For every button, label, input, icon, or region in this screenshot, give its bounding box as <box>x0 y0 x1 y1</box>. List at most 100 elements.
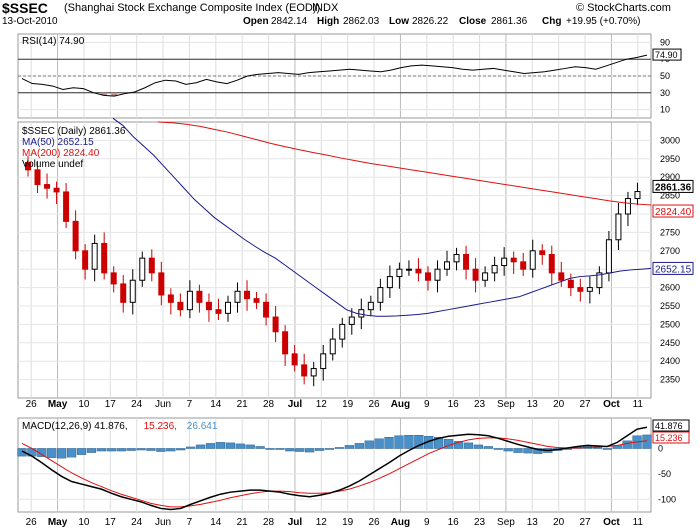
macd-histogram-bar <box>17 448 27 457</box>
macd-histogram-bar <box>37 448 47 457</box>
candle-body <box>82 250 89 270</box>
x-axis-tick-label: 19 <box>342 399 354 410</box>
candle-body <box>148 257 155 274</box>
macd-histogram-bar <box>414 435 424 449</box>
macd-x-axis-tick-label: 26 <box>369 517 381 528</box>
macd-value-tag <box>652 419 690 432</box>
macd-histogram-bar <box>523 448 533 454</box>
signal-value-tag-label: 15.236 <box>655 433 683 443</box>
rsi-value-tag-label: 74.90 <box>655 50 678 60</box>
candle-body <box>320 353 327 370</box>
candle-body <box>482 272 489 281</box>
macd-x-axis-tick-label: Jun <box>155 517 171 528</box>
macd-histogram-bar <box>493 448 503 450</box>
macd-x-axis-tick-label: Sep <box>497 517 515 528</box>
chart-header: $SSEC (Shanghai Stock Exchange Composite… <box>0 0 700 30</box>
macd-histogram-bar <box>86 448 97 453</box>
macd-histogram-bar <box>642 434 652 449</box>
candle-body <box>186 290 193 311</box>
quote-low-value: 2826.22 <box>412 16 449 27</box>
price-ytick-label: 2450 <box>660 338 680 348</box>
quote-date: 13-Oct-2010 <box>2 16 58 27</box>
macd-histogram-bar <box>245 444 255 449</box>
candle-body <box>234 290 241 303</box>
x-axis-tick-label: Jun <box>155 399 171 410</box>
macd-histogram-bar <box>334 447 345 449</box>
macd-x-axis-tick-label: 16 <box>448 517 460 528</box>
price-legend-item: Volume undef <box>22 159 83 170</box>
macd-x-axis-tick-label: 24 <box>131 517 143 528</box>
signal-value-tag <box>652 431 690 444</box>
x-axis-tick-label: 10 <box>78 399 90 410</box>
macd-histogram-bar <box>47 448 57 458</box>
price-ytick-label: 2850 <box>660 191 680 201</box>
macd-x-axis-tick-label: 10 <box>78 517 90 528</box>
macd-value-tag-label: 41.876 <box>655 421 683 431</box>
x-axis-tick-label: Jul <box>288 399 303 410</box>
price-legend-item: MA(50) 2652.15 <box>22 137 94 148</box>
macd-legend-item: MACD(12,26,9) 41.876, <box>22 421 128 432</box>
symbol-title: $SSEC <box>2 0 48 16</box>
macd-histogram-bar <box>344 445 355 449</box>
candle-body <box>120 283 127 303</box>
x-axis-tick-label: 23 <box>474 399 486 410</box>
candle-body <box>244 290 251 300</box>
macd-x-axis-tick-label: 17 <box>105 517 117 528</box>
macd-x-axis-tick-label: 14 <box>210 517 222 528</box>
macd-histogram-bar <box>305 448 315 453</box>
macd-histogram-bar <box>622 440 632 449</box>
macd-histogram-bar <box>265 448 275 450</box>
macd-histogram-bar <box>195 444 206 449</box>
macd-histogram-bar <box>76 448 87 455</box>
x-axis-tick-label: 13 <box>527 399 539 410</box>
candle-body <box>282 331 289 355</box>
macd-x-axis-tick-label: 12 <box>316 517 328 528</box>
macd-histogram-bar <box>106 448 116 452</box>
macd-x-axis-tick-label: 26 <box>26 517 38 528</box>
macd-ytick-label: -100 <box>658 494 676 504</box>
macd-histogram-bar <box>314 448 325 451</box>
candle-body <box>577 287 584 292</box>
rsi-ytick-label: 10 <box>660 105 670 115</box>
x-axis-tick-label: 17 <box>105 399 117 410</box>
macd-x-axis-tick-label: Aug <box>391 517 410 528</box>
candle-body <box>377 287 384 303</box>
price-ytick-label: 2750 <box>660 227 680 237</box>
macd-histogram-bar <box>186 446 196 449</box>
x-axis-tick-label: 12 <box>316 399 328 410</box>
candle-body <box>215 309 222 314</box>
quote-high-label: High <box>317 16 340 27</box>
ma200-line <box>157 121 652 206</box>
candle-body <box>548 253 555 274</box>
macd-histogram-bar <box>324 448 335 450</box>
rsi-series-line <box>21 54 648 97</box>
candle-body <box>129 279 136 303</box>
candle-body <box>358 309 365 318</box>
price-ytick-label: 3000 <box>660 135 680 145</box>
candle-body <box>529 250 536 270</box>
candle-body <box>44 184 51 189</box>
macd-histogram-bar <box>215 442 226 449</box>
price-tag <box>652 261 694 275</box>
macd-x-axis-tick-label: 19 <box>342 517 354 528</box>
x-axis-tick-label: Oct <box>603 399 620 410</box>
macd-histogram-bar <box>354 443 364 449</box>
candle-body <box>491 265 498 274</box>
x-axis-tick-label: 21 <box>237 399 249 410</box>
candle-body <box>434 268 441 281</box>
macd-x-axis-tick-label: 21 <box>237 517 249 528</box>
x-axis-tick-label: Sep <box>497 399 515 410</box>
quote-open-label: Open <box>243 16 269 27</box>
candle-body <box>624 198 631 215</box>
macd-histogram-bar <box>533 448 543 454</box>
macd-histogram-bar <box>156 448 166 452</box>
macd-histogram-bar <box>463 442 474 449</box>
x-axis-tick-label: 27 <box>580 399 592 410</box>
x-axis-tick-label: 26 <box>26 399 38 410</box>
macd-histogram-bar <box>503 448 513 452</box>
rsi-legend: RSI(14) 74.90 <box>22 36 85 47</box>
macd-x-axis-tick-label: 27 <box>580 517 592 528</box>
macd-ytick-label: 0 <box>658 443 663 453</box>
candle-body <box>424 272 431 281</box>
